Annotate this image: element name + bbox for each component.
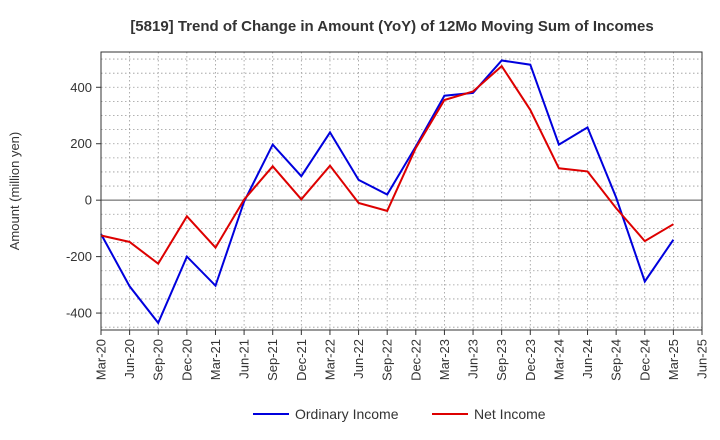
y-tick-label: -400: [66, 306, 92, 321]
y-tick-label: 200: [70, 136, 92, 151]
x-tick-label: Jun-25: [695, 339, 710, 379]
plot-frame: [100, 51, 703, 331]
y-tick-label: -200: [66, 249, 92, 264]
legend-label: Net Income: [474, 406, 546, 422]
x-tick-label: Mar-22: [322, 339, 337, 380]
series-layer: [100, 59, 675, 325]
series-line-0: [100, 59, 675, 325]
x-tick-label: Jun-24: [580, 339, 595, 379]
x-tick-label: Sep-21: [265, 339, 280, 381]
x-tick-label: Jun-22: [351, 339, 366, 379]
x-tick-label: Sep-22: [380, 339, 395, 381]
legend: Ordinary Income Net Income: [253, 406, 546, 422]
y-tick-label: 400: [70, 80, 92, 95]
x-tick-label: Mar-20: [94, 339, 109, 380]
x-tick-label: Mar-21: [208, 339, 223, 380]
x-tick-label: Dec-22: [408, 339, 423, 381]
x-tick-label: Jun-20: [122, 339, 137, 379]
x-tick-label: Mar-25: [666, 339, 681, 380]
x-tick-label: Sep-20: [151, 339, 166, 381]
y-axis-label: Amount (million yen): [7, 132, 22, 251]
x-tick-label: Dec-21: [294, 339, 309, 381]
x-tick-label: Sep-23: [494, 339, 509, 381]
x-tick-label: Dec-23: [523, 339, 538, 381]
x-tick-label: Sep-24: [609, 339, 624, 381]
grid: [100, 52, 703, 330]
x-tick-label: Jun-21: [237, 339, 252, 379]
x-tick-label: Mar-23: [437, 339, 452, 380]
y-tick-label: 0: [85, 193, 92, 208]
series-line-1: [100, 64, 674, 266]
x-tick-label: Mar-24: [551, 339, 566, 380]
x-tick-label: Dec-20: [179, 339, 194, 381]
x-tick-labels: Mar-20 Jun-20 Sep-20 Dec-20 Mar-21 Jun-21 Sep-…: [94, 330, 710, 381]
x-tick-label: Jun-23: [466, 339, 481, 379]
y-tick-labels: -400 -200 0 200 400: [66, 80, 101, 321]
legend-label: Ordinary Income: [295, 406, 399, 422]
x-tick-label: Dec-24: [637, 339, 652, 381]
chart-title: [5819] Trend of Change in Amount (YoY) o…: [130, 18, 653, 35]
